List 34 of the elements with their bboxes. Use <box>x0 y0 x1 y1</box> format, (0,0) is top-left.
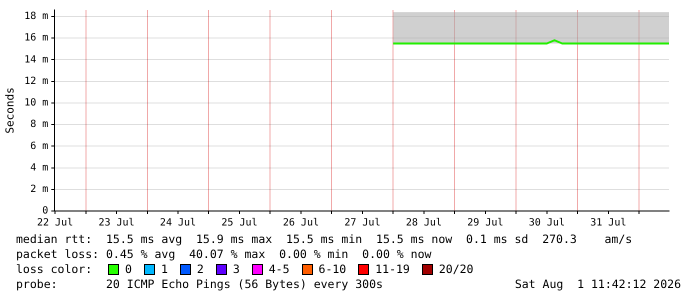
text: 1 <box>160 262 168 277</box>
text: median rtt: 15.5 ms avg 15.9 ms max 15.5 ms min 15.5 ms now 0.1 ms sd 270.3 am/s <box>16 232 634 247</box>
text: packet loss: 0.45 % avg 40.07 % max 0.00 % min 0.00 % now <box>16 247 432 262</box>
y-tick-label: 10 m <box>24 98 48 109</box>
x-tick-label: 30 Jul <box>528 218 565 229</box>
text: 2 <box>196 262 204 277</box>
text: loss color: <box>16 262 94 277</box>
y-tick-label: 12 m <box>24 76 48 87</box>
text: 11-19 <box>375 262 410 277</box>
text: Sat Aug 1 11:42:12 2026 <box>514 277 681 292</box>
y-tick-label: 8 m <box>30 119 48 130</box>
y-tick-label: 6 m <box>30 140 48 152</box>
y-tick-label: 4 m <box>30 162 48 174</box>
y-tick-label: 14 m <box>24 54 48 66</box>
x-tick-label: 28 Jul <box>406 218 442 229</box>
y-tick-label: 18 m <box>24 11 48 22</box>
y-axis-title: Seconds <box>3 87 16 134</box>
text: 6-10 <box>318 262 346 277</box>
text: probe: 20 ICMP Echo Pings (56 Bytes) every 300s <box>16 277 383 292</box>
x-tick-label: 27 Jul <box>344 218 380 229</box>
x-tick-label: 31 Jul <box>590 218 626 229</box>
x-tick-label: 26 Jul <box>282 218 319 229</box>
x-tick-label: 29 Jul <box>467 218 504 229</box>
x-tick-label: 24 Jul <box>160 218 196 229</box>
y-tick-label: 0 <box>42 206 48 217</box>
text: 0 <box>125 262 132 277</box>
x-tick-label: 25 Jul <box>221 218 258 229</box>
x-tick-label: 22 Jul <box>36 218 74 229</box>
text: 4-5 <box>268 262 290 277</box>
y-tick-label: 16 m <box>24 32 48 44</box>
text: 3 <box>232 262 240 277</box>
y-tick-label: 2 m <box>30 184 48 195</box>
text: 20/20 <box>438 262 474 277</box>
x-tick-label: 23 Jul <box>98 218 135 229</box>
